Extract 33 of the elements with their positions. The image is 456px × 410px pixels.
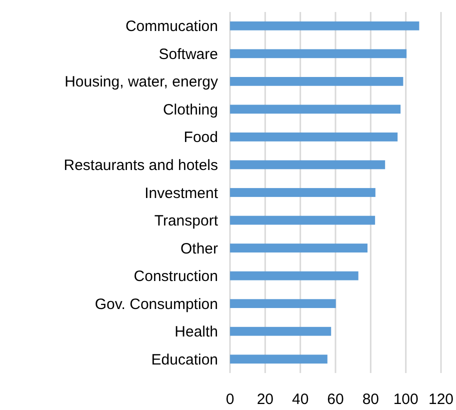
bar [230, 188, 376, 197]
x-tick-label: 20 [256, 391, 274, 408]
bar [230, 160, 386, 170]
y-tick-label: Gov. Consumption [94, 296, 218, 313]
bar [230, 216, 376, 225]
x-tick-label: 120 [428, 391, 454, 408]
x-tick-label: 80 [362, 391, 380, 408]
y-tick-label: Commucation [125, 18, 218, 36]
y-tick-label: Clothing [162, 101, 218, 118]
y-tick-label: Housing, water, energy [64, 74, 218, 91]
y-tick-label: Other [180, 240, 218, 258]
x-tick-label: 40 [292, 391, 309, 408]
bar [230, 49, 407, 58]
x-tick-label: 0 [226, 391, 234, 408]
bar [230, 271, 358, 280]
y-tick-label: Health [174, 324, 218, 341]
bar [230, 76, 404, 86]
bar [230, 104, 401, 114]
x-tick-label: 60 [327, 391, 344, 408]
y-tick-label: Transport [154, 212, 219, 230]
y-tick-label: Food [184, 129, 218, 146]
bar [230, 354, 328, 364]
bar [230, 299, 336, 308]
y-tick-label: Investment [144, 184, 219, 202]
bar [230, 326, 332, 336]
y-tick-label: Software [158, 46, 218, 63]
y-tick-label: Construction [134, 268, 218, 286]
x-tick-label: 100 [393, 391, 418, 408]
bar [230, 21, 420, 30]
y-tick-label: Education [151, 351, 218, 368]
y-tick-label: Restaurants and hotels [64, 156, 218, 174]
bar [230, 244, 368, 252]
bar [230, 132, 398, 142]
